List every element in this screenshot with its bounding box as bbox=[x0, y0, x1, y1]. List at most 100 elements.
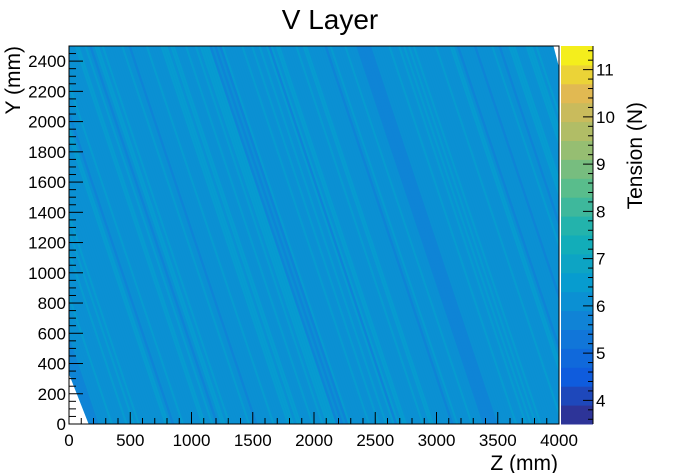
tension-stripe bbox=[373, 46, 503, 424]
tension-stripe bbox=[96, 46, 226, 424]
tension-stripe bbox=[363, 46, 493, 424]
tension-stripe bbox=[326, 46, 457, 424]
tension-stripe bbox=[184, 46, 314, 424]
tension-stripe bbox=[130, 46, 261, 424]
tension-stripe bbox=[226, 46, 356, 424]
tension-stripe bbox=[385, 46, 515, 424]
tension-stripe bbox=[69, 343, 96, 424]
tension-stripe bbox=[402, 46, 533, 424]
tension-stripe bbox=[182, 46, 312, 424]
tension-stripe bbox=[488, 46, 559, 257]
tension-stripe bbox=[486, 46, 559, 264]
tension-stripe bbox=[439, 46, 559, 403]
tension-stripe bbox=[508, 46, 559, 198]
colorbar-swatch bbox=[561, 83, 593, 104]
tension-stripe bbox=[380, 46, 510, 424]
tension-stripe bbox=[395, 46, 525, 424]
tension-stripe bbox=[277, 46, 408, 424]
empty-corner-top-right bbox=[553, 46, 559, 68]
tension-stripe bbox=[530, 46, 559, 132]
tension-stripe bbox=[236, 46, 366, 424]
tension-stripe bbox=[275, 46, 405, 424]
tension-stripe bbox=[135, 46, 265, 424]
tension-stripe bbox=[309, 46, 439, 424]
tension-stripe bbox=[187, 46, 317, 424]
tension-stripe bbox=[527, 46, 559, 140]
colorbar-tick-label: 5 bbox=[596, 344, 605, 363]
tension-stripe bbox=[471, 46, 559, 308]
y-tick-label: 1600 bbox=[28, 173, 66, 192]
tension-stripe bbox=[407, 46, 537, 424]
y-tick-label: 1400 bbox=[28, 203, 66, 222]
tension-stripe bbox=[201, 46, 332, 424]
colorbar-swatch bbox=[561, 272, 593, 293]
tension-stripe bbox=[165, 46, 295, 424]
y-tick-label: 800 bbox=[38, 294, 66, 313]
tension-stripe bbox=[204, 46, 334, 424]
empty-corner-bottom-left bbox=[69, 374, 89, 424]
tension-stripe bbox=[459, 46, 559, 344]
tension-stripe bbox=[468, 46, 559, 315]
tension-stripe bbox=[209, 46, 339, 424]
tension-stripe bbox=[76, 46, 207, 424]
tension-stripe bbox=[238, 46, 368, 424]
tension-stripe bbox=[317, 46, 447, 424]
tension-stripe bbox=[400, 46, 530, 424]
tension-stripe bbox=[143, 46, 273, 424]
tension-stripe bbox=[510, 46, 559, 191]
tension-stripe bbox=[378, 46, 508, 424]
tension-stripe bbox=[179, 46, 310, 424]
tension-stripe bbox=[263, 46, 393, 424]
colorbar-tick-label: 10 bbox=[596, 108, 615, 127]
tension-stripe bbox=[547, 46, 559, 81]
tension-stripe bbox=[69, 102, 177, 424]
tension-stripe bbox=[334, 46, 464, 424]
tension-stripe bbox=[351, 46, 481, 424]
y-tick-label: 1000 bbox=[28, 264, 66, 283]
tension-stripe bbox=[417, 46, 547, 424]
tension-stripe bbox=[535, 46, 559, 118]
y-tick-label: 600 bbox=[38, 324, 66, 343]
tension-stripe bbox=[231, 46, 361, 424]
y-tick-label: 2000 bbox=[28, 113, 66, 132]
tension-stripe bbox=[461, 46, 559, 337]
tension-stripe bbox=[272, 46, 403, 424]
tension-stripe bbox=[116, 46, 246, 424]
tension-stripe bbox=[86, 46, 216, 424]
tension-stripe bbox=[429, 46, 559, 424]
tension-stripe bbox=[505, 46, 559, 205]
tension-stripe bbox=[162, 46, 292, 424]
tension-stripe bbox=[172, 46, 302, 424]
tension-stripe bbox=[103, 46, 234, 424]
colorbar-swatch bbox=[561, 367, 593, 387]
chart-title: V Layer bbox=[282, 4, 379, 35]
tension-stripe bbox=[331, 46, 461, 424]
tension-stripe bbox=[282, 46, 412, 424]
tension-stripe bbox=[361, 46, 491, 424]
colorbar-tick-label: 7 bbox=[596, 250, 605, 269]
tension-stripe bbox=[99, 46, 229, 424]
tension-stripe bbox=[211, 46, 341, 424]
tension-stripe bbox=[297, 46, 427, 424]
tension-stripe bbox=[444, 46, 559, 388]
x-axis: 0 500 1000 1500 2000 2500 3000 3500 4000 bbox=[64, 412, 578, 450]
tension-stripe bbox=[199, 46, 329, 424]
tension-stripe bbox=[346, 46, 476, 424]
tension-stripe bbox=[250, 46, 381, 424]
tension-stripe bbox=[233, 46, 363, 424]
colorbar-swatch bbox=[561, 348, 593, 368]
x-tick-label: 0 bbox=[64, 431, 73, 450]
x-tick-label: 1500 bbox=[234, 431, 272, 450]
tension-stripe bbox=[295, 46, 425, 424]
tension-stripe bbox=[307, 46, 437, 424]
tension-stripe bbox=[388, 46, 518, 424]
tension-stripe bbox=[424, 46, 555, 424]
colorbar-swatch bbox=[561, 329, 593, 349]
tension-stripe bbox=[383, 46, 513, 424]
tension-stripe bbox=[221, 46, 351, 424]
tension-stripe bbox=[552, 46, 559, 67]
tension-stripe bbox=[69, 46, 197, 424]
tension-stripe bbox=[125, 46, 256, 424]
tension-stripe bbox=[228, 46, 359, 424]
tension-stripe bbox=[94, 46, 224, 424]
